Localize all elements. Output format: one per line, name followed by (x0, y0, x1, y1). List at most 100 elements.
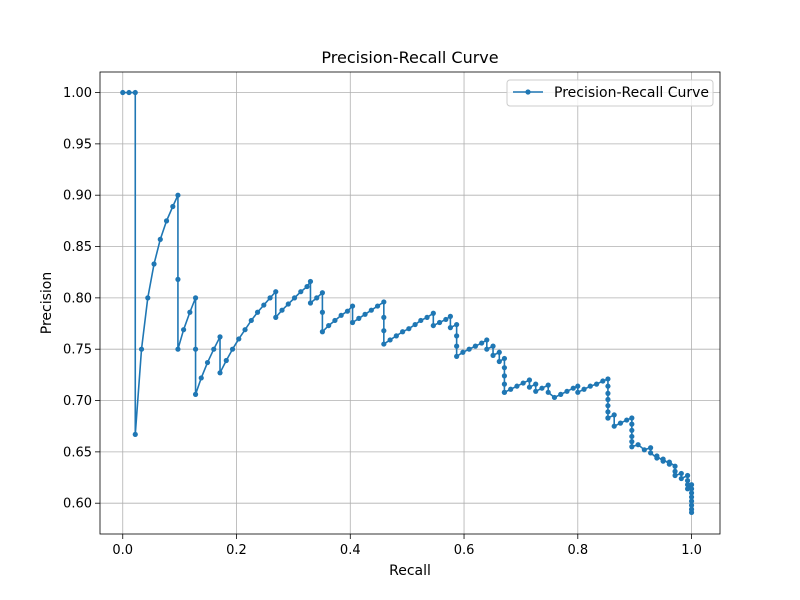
data-point (132, 431, 138, 438)
data-point (273, 289, 279, 295)
data-point (175, 346, 181, 352)
data-point (672, 463, 678, 469)
data-point (138, 346, 145, 352)
y-tick-label: 0.90 (63, 189, 92, 204)
data-point (611, 423, 617, 429)
data-point (605, 415, 611, 421)
y-tick-label: 0.85 (63, 240, 92, 255)
data-point (678, 470, 684, 477)
data-point (629, 415, 635, 421)
data-point (688, 502, 695, 508)
x-tick-label: 0.0 (112, 543, 133, 558)
y-tick-label: 0.65 (63, 445, 92, 460)
data-point (362, 311, 368, 317)
data-point (684, 472, 691, 479)
data-point (581, 386, 587, 392)
x-tick-label: 0.6 (454, 543, 475, 558)
data-point (198, 375, 204, 381)
data-point (412, 321, 418, 328)
data-point (672, 472, 678, 479)
x-axis-ticks: 0.0 0.2 0.4 0.6 0.8 1.0 (112, 534, 702, 558)
data-point (684, 486, 691, 492)
data-point (267, 295, 273, 301)
data-point (192, 346, 199, 352)
y-tick-label: 0.75 (63, 343, 92, 358)
data-point (466, 346, 472, 352)
data-point (217, 370, 223, 376)
data-point (400, 329, 406, 335)
data-point (484, 346, 490, 352)
y-tick-label: 0.80 (63, 291, 92, 306)
data-point (261, 302, 267, 308)
data-point (393, 333, 399, 339)
data-point (319, 329, 325, 335)
data-point (447, 325, 453, 331)
data-point (381, 314, 387, 320)
data-point (526, 384, 533, 390)
data-point (551, 394, 558, 401)
y-tick-label: 0.60 (63, 497, 92, 512)
data-point (304, 283, 310, 290)
data-point (192, 295, 199, 301)
data-point (454, 343, 460, 349)
data-point (460, 349, 466, 355)
data-point (236, 336, 242, 342)
data-point (163, 218, 170, 224)
data-point (447, 313, 453, 319)
data-point (605, 383, 611, 389)
data-point (126, 89, 132, 96)
y-tick-label: 0.95 (63, 137, 92, 152)
data-point (145, 295, 151, 301)
x-tick-label: 0.2 (226, 543, 247, 558)
legend-entry-label: Precision-Recall Curve (554, 85, 709, 101)
data-point (175, 192, 181, 198)
data-point (575, 383, 581, 389)
data-point (501, 365, 508, 371)
data-point (319, 309, 325, 315)
data-point (472, 343, 479, 349)
data-point (545, 389, 551, 395)
data-point (319, 290, 325, 296)
y-tick-label: 1.00 (63, 86, 92, 101)
data-point (254, 309, 261, 315)
data-point (654, 453, 660, 459)
data-point (587, 383, 593, 389)
data-point (368, 307, 374, 313)
data-point (204, 359, 211, 366)
data-point (629, 433, 635, 440)
data-point (539, 385, 545, 391)
data-point (605, 390, 611, 396)
data-point (501, 355, 508, 362)
data-point (648, 445, 654, 451)
data-point (314, 295, 320, 301)
data-point (217, 334, 223, 340)
data-point (344, 308, 351, 314)
data-point (151, 261, 157, 267)
data-point (684, 482, 691, 488)
data-point (688, 509, 695, 516)
data-point (688, 490, 695, 496)
grid (100, 72, 720, 534)
data-point (454, 333, 460, 339)
data-point (387, 337, 393, 343)
data-point (175, 276, 181, 282)
data-point (454, 321, 460, 328)
data-point (285, 301, 291, 307)
data-point (192, 391, 199, 397)
data-point (298, 289, 304, 295)
data-point (326, 322, 332, 329)
data-point (381, 328, 387, 334)
data-point (132, 89, 138, 96)
data-point (430, 310, 436, 316)
legend-box (506, 79, 714, 107)
data-point (381, 341, 387, 347)
data-point (242, 327, 248, 333)
data-point (672, 468, 678, 474)
data-point (605, 376, 611, 382)
data-point (526, 377, 533, 383)
plot-area-frame (99, 71, 721, 535)
data-point (490, 352, 496, 358)
legend-marker-swatch (525, 89, 531, 95)
data-point (349, 303, 356, 309)
